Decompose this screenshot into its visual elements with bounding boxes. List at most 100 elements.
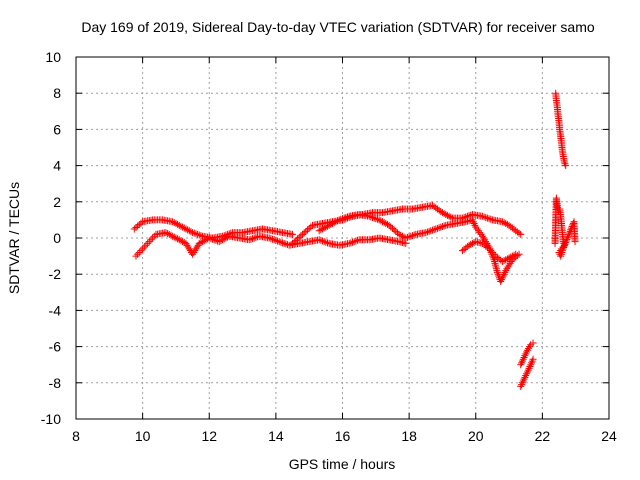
track-b-marker <box>319 237 327 245</box>
track-c-point <box>498 218 506 226</box>
track-c-marker <box>442 210 450 218</box>
track-c-marker <box>482 213 490 221</box>
track-d-marker <box>370 214 378 222</box>
track-d-marker <box>494 270 502 278</box>
track-d-marker <box>498 276 506 284</box>
y-tick-label: -4 <box>49 302 62 318</box>
track-b-marker <box>174 235 182 243</box>
track-d-marker <box>433 224 441 232</box>
track-b-marker <box>149 234 157 242</box>
track-e-point <box>485 245 493 253</box>
track-b-marker <box>320 238 328 246</box>
drop-upper-marker <box>526 343 534 351</box>
drop-upper-marker <box>518 359 526 367</box>
track-c-marker <box>485 215 493 223</box>
track-b-point <box>245 236 253 244</box>
track-d-point <box>502 267 510 275</box>
drop-lower-marker <box>523 370 531 378</box>
track-d-marker <box>340 214 348 222</box>
track-b-marker <box>272 236 280 244</box>
y-tick-label: 10 <box>45 49 61 65</box>
drop-lower-marker <box>518 379 526 387</box>
track-b-marker <box>219 236 227 244</box>
track-e-marker <box>510 251 518 259</box>
track-c-point <box>299 230 307 238</box>
track-b-marker <box>279 239 287 247</box>
track-e-marker <box>503 255 511 263</box>
y-tick-label: -8 <box>49 375 62 391</box>
track-d-marker <box>505 261 513 269</box>
track-b-marker <box>317 236 325 244</box>
track-d-marker <box>373 215 381 223</box>
track-b-marker <box>192 245 200 253</box>
track-d-marker <box>469 218 477 226</box>
track-d-marker <box>403 233 411 241</box>
y-tick-label: 8 <box>53 85 61 101</box>
track-d-point <box>497 277 505 285</box>
late-lower-marker <box>562 237 570 245</box>
track-d-marker <box>337 215 345 223</box>
track-a-point <box>189 229 197 237</box>
drop-upper-marker <box>523 348 531 356</box>
track-a-marker <box>190 229 198 237</box>
track-d-point <box>365 212 373 220</box>
track-b-marker <box>207 235 215 243</box>
track-b-marker <box>137 247 145 255</box>
track-d-marker <box>506 259 514 267</box>
x-tick-label: 10 <box>135 428 151 444</box>
track-a-marker <box>132 224 140 232</box>
x-tick-label: 22 <box>535 428 551 444</box>
chart-title: Day 169 of 2019, Sidereal Day-to-day VTE… <box>81 19 594 35</box>
track-c-marker <box>483 214 491 222</box>
track-b-marker <box>250 234 258 242</box>
track-b-marker <box>144 239 152 247</box>
track-d-point <box>395 230 403 238</box>
track-d-marker <box>378 218 386 226</box>
track-e-marker <box>508 252 516 260</box>
track-d-point <box>315 227 323 235</box>
track-a-marker <box>184 226 192 234</box>
drop-lower-marker <box>528 357 536 365</box>
drop-lower-marker <box>521 373 529 381</box>
track-d-point <box>402 234 410 242</box>
track-d-marker <box>388 224 396 232</box>
track-b-marker <box>280 239 288 247</box>
drop-upper-point <box>520 353 528 361</box>
track-b-marker <box>347 239 355 247</box>
x-axis-label: GPS time / hours <box>289 456 396 472</box>
track-b-marker <box>274 237 282 245</box>
track-a-marker <box>180 224 188 232</box>
track-b-marker <box>140 243 148 251</box>
late-upper-marker <box>561 160 569 168</box>
x-tick-label: 12 <box>201 428 217 444</box>
track-c-point <box>478 212 486 220</box>
axis-ticks <box>75 56 610 420</box>
track-b-marker <box>184 243 192 251</box>
track-a-marker <box>197 232 205 240</box>
track-d-marker <box>342 213 350 221</box>
track-a-marker <box>194 230 202 238</box>
track-d-marker <box>408 232 416 240</box>
track-a-marker <box>135 221 143 229</box>
track-d-point <box>335 216 343 224</box>
track-a-point <box>169 218 177 226</box>
drop-upper-point <box>517 361 525 369</box>
late-upper-point <box>560 158 568 166</box>
track-c-marker <box>500 219 508 227</box>
track-c-marker <box>487 215 495 223</box>
track-b-marker <box>270 236 278 244</box>
track-d-marker <box>334 217 342 225</box>
drop-upper-marker <box>519 355 527 363</box>
track-d-marker <box>410 231 418 239</box>
track-b-point <box>162 229 170 237</box>
track-b-marker <box>193 243 201 251</box>
track-d-marker <box>437 223 445 231</box>
track-b-marker <box>191 247 199 255</box>
track-d-marker <box>327 220 335 228</box>
track-c-marker <box>297 232 305 240</box>
track-e-marker <box>490 250 498 258</box>
track-d-marker <box>380 219 388 227</box>
late-lower-point <box>558 247 566 255</box>
track-d-point <box>472 223 480 231</box>
